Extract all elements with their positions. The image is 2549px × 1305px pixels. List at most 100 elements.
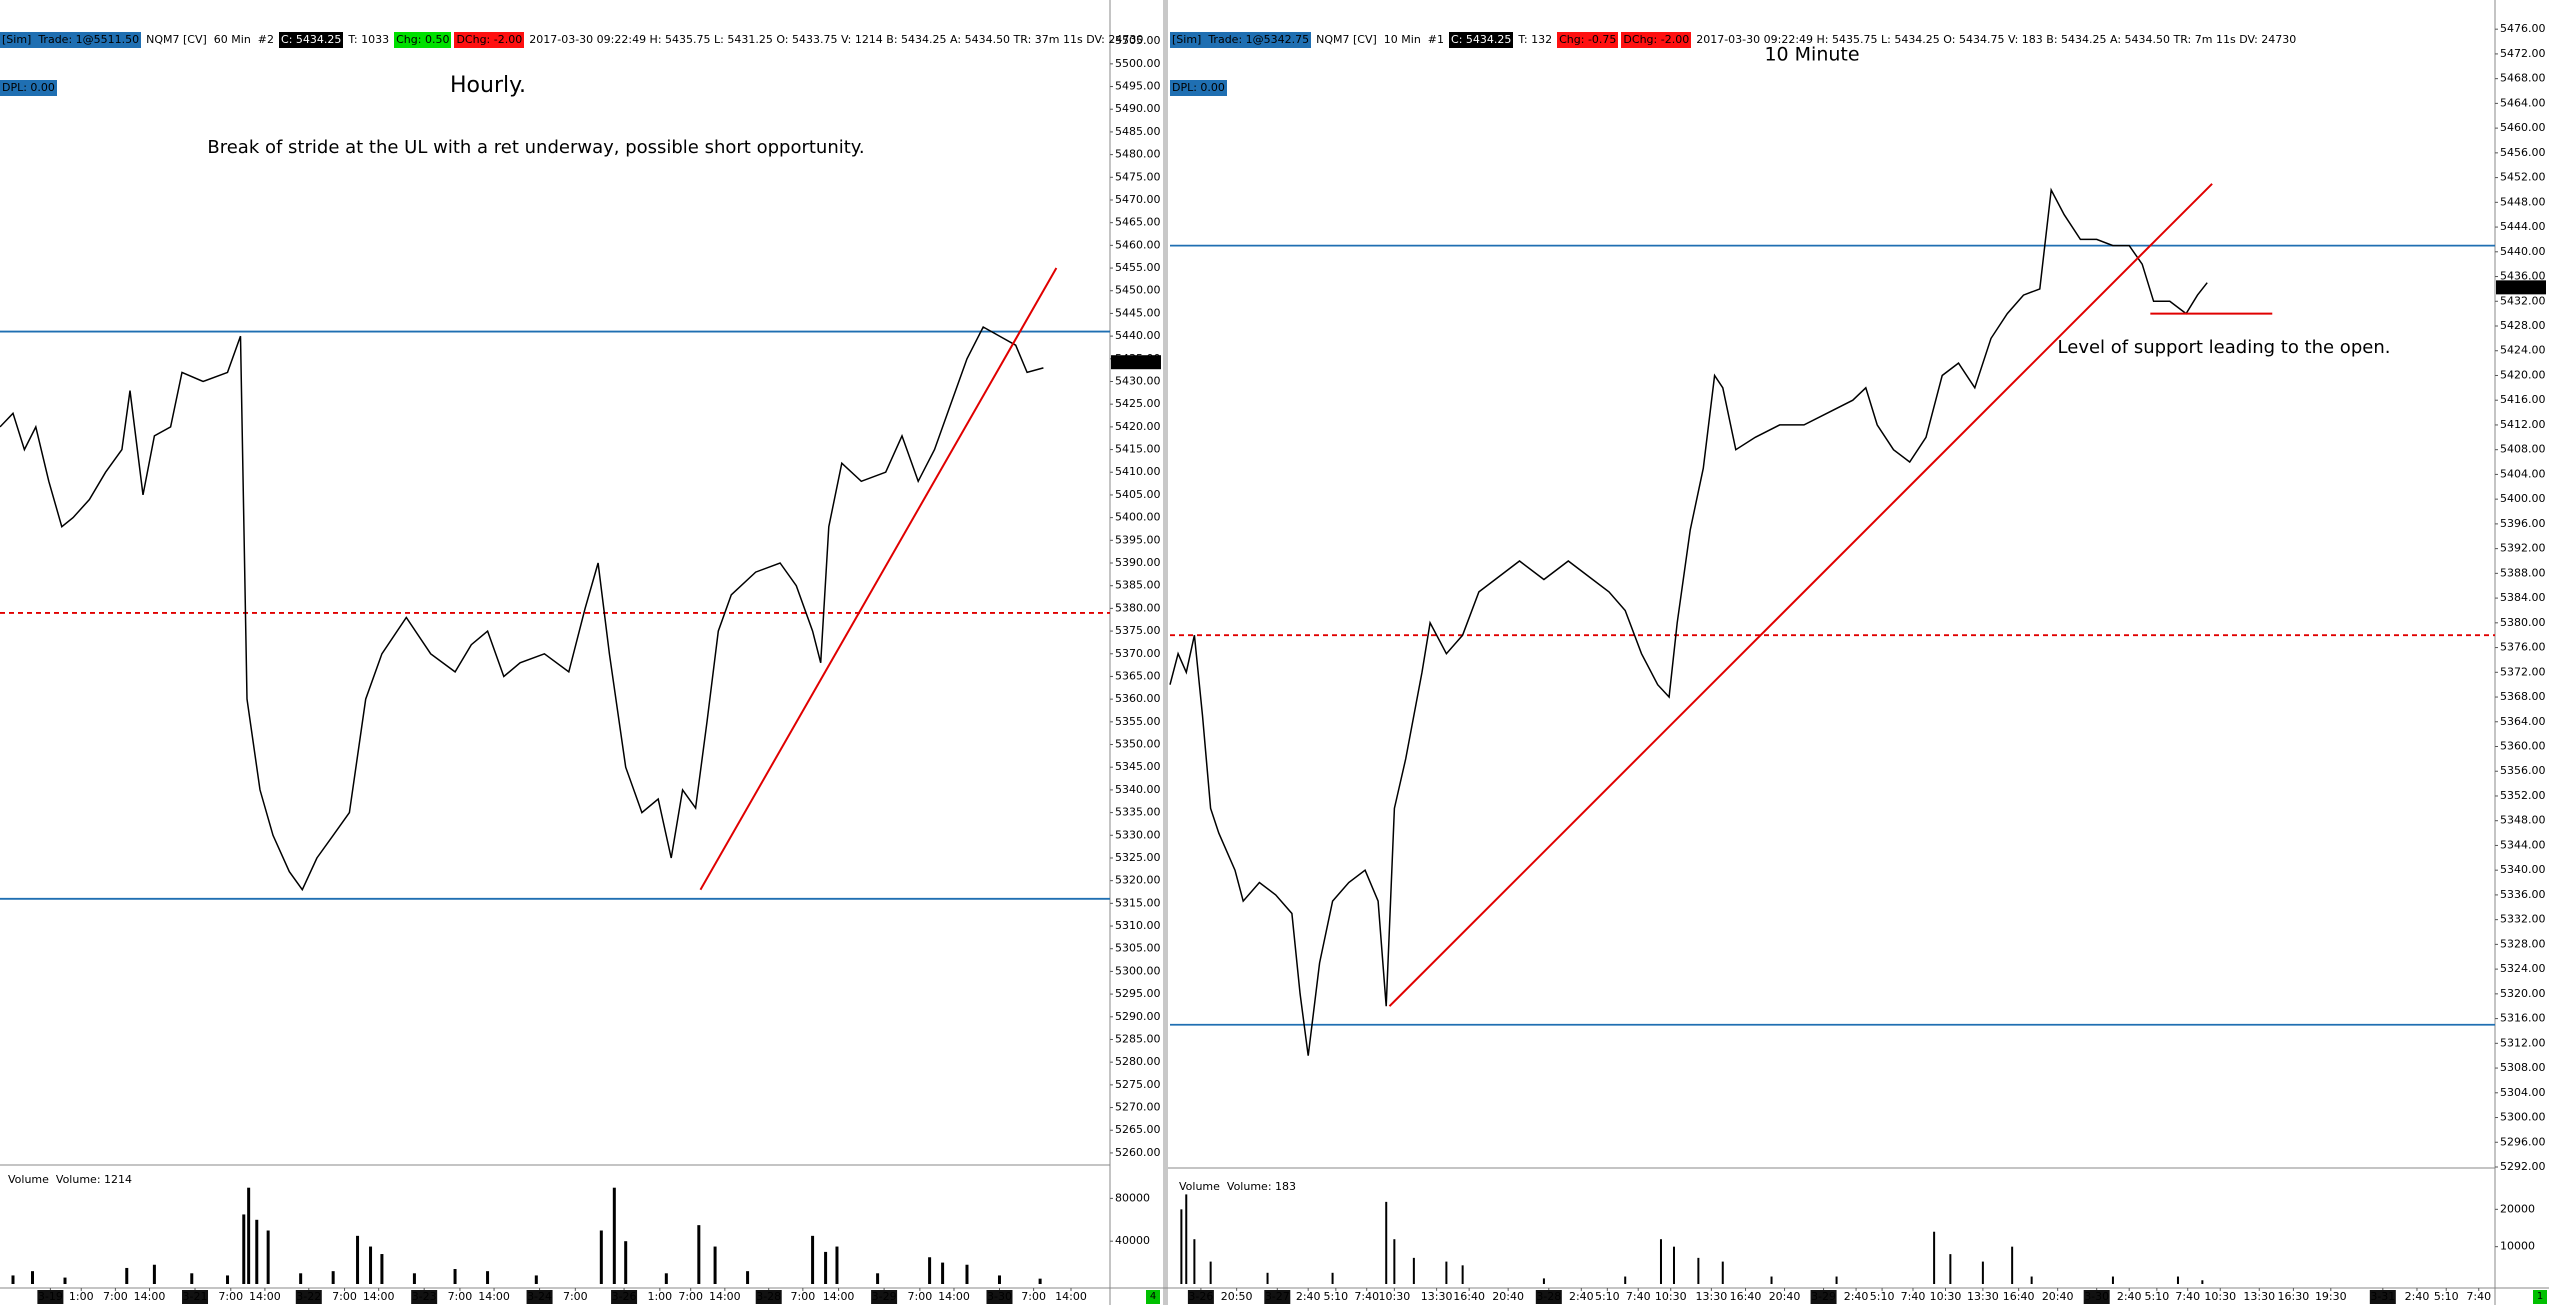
y-tick-label: 5440.00 [1115, 329, 1161, 342]
volume-bar [63, 1277, 67, 1284]
x-tick-label: 16:30 [2278, 1290, 2310, 1303]
x-tick-label: 16:40 [2003, 1290, 2035, 1303]
volume-bar [1445, 1261, 1448, 1284]
x-tick-label: 7:00 [908, 1290, 933, 1303]
y-tick-label: 5320.00 [2500, 987, 2546, 1000]
y-tick-label: 5328.00 [2500, 937, 2546, 950]
y-tick-label: 5365.00 [1115, 669, 1161, 682]
y-tick-label: 5420.00 [2500, 368, 2546, 381]
x-tick-label: 3-28 [1536, 1290, 1561, 1303]
x-tick-label: 14:00 [478, 1290, 510, 1303]
x-tick-label: 7:40 [2466, 1290, 2491, 1303]
y-tick-label: 5384.00 [2500, 591, 2546, 604]
x-tick-label: 7:40 [1901, 1290, 1926, 1303]
volume-bar [612, 1187, 616, 1284]
close: C: 5434.25 [1449, 32, 1514, 48]
y-tick-label: 5372.00 [2500, 665, 2546, 678]
volume-bar [1180, 1209, 1183, 1284]
volume-bar [486, 1271, 490, 1284]
x-tick-label: 20:40 [2042, 1290, 2074, 1303]
y-tick-label: 5420.00 [1115, 420, 1161, 433]
x-tick-label: 13:30 [1421, 1290, 1453, 1303]
y-tick-label: 5360.00 [2500, 740, 2546, 753]
x-tick-label: 10:30 [2204, 1290, 2236, 1303]
corner-tag: 4 [1146, 1290, 1160, 1304]
y-tick-label: 5400.00 [2500, 492, 2546, 505]
x-tick-label: 20:40 [1492, 1290, 1524, 1303]
y-tick-label: 5490.00 [1115, 102, 1161, 115]
y-tick-label: 5405.00 [1115, 488, 1161, 501]
y-tick-label: 5340.00 [2500, 863, 2546, 876]
sim-trade: [Sim] Trade: 1@5342.75 [1170, 32, 1312, 48]
info: 2017-03-30 09:22:49 H: 5435.75 L: 5434.2… [1696, 33, 2297, 46]
volume-bar [2030, 1276, 2033, 1284]
chart-title: Volume Volume: 183 [1179, 1180, 1296, 1193]
x-tick-label: 3-28 [756, 1290, 781, 1303]
volume-bar [2111, 1276, 2114, 1284]
right-header: [Sim] Trade: 1@5342.75 NQM7 [CV] 10 Min #… [1170, 0, 2301, 96]
volume-bar [152, 1264, 156, 1284]
y-tick-label: 5350.00 [1115, 738, 1161, 751]
volume-bar [876, 1273, 880, 1284]
x-tick-label: 3-30 [987, 1290, 1012, 1303]
volume-bar [1185, 1194, 1188, 1284]
volume-bar [664, 1273, 668, 1284]
volume-bar [1981, 1261, 1984, 1284]
y-tick-label: 5436.00 [2500, 270, 2546, 283]
volume-bar [453, 1269, 457, 1284]
y-tick-label: 5292.00 [2500, 1160, 2546, 1173]
y-tick-label: 5452.00 [2500, 171, 2546, 184]
x-tick-label: 3-24 [527, 1290, 552, 1303]
y-tick-label: 5472.00 [2500, 47, 2546, 60]
volume-bar [835, 1246, 839, 1284]
volume-bar [941, 1262, 945, 1284]
y-tick-label: 5460.00 [1115, 238, 1161, 251]
volume-bar [255, 1219, 259, 1284]
volume-bar [1193, 1239, 1196, 1284]
left-axis-area [1110, 0, 1163, 1305]
volume-bar [1835, 1276, 1838, 1284]
volume-bar [125, 1267, 129, 1284]
dpl: DPL: 0.00 [0, 80, 57, 96]
volume-bar [1412, 1257, 1415, 1284]
y-tick-label: 5300.00 [1115, 964, 1161, 977]
x-tick-label: 20:40 [1769, 1290, 1801, 1303]
x-tick-label: 20:50 [1221, 1290, 1253, 1303]
y-tick-label: 20000 [2500, 1202, 2535, 1215]
last-price-box [2496, 280, 2546, 295]
y-tick-label: 5445.00 [1115, 306, 1161, 319]
x-tick-label: 5:10 [2434, 1290, 2459, 1303]
y-tick-label: 5344.00 [2500, 838, 2546, 851]
y-tick-label: 5464.00 [2500, 96, 2546, 109]
volume-bar [1385, 1201, 1388, 1284]
y-tick-label: 10000 [2500, 1240, 2535, 1253]
y-tick-label: 5428.00 [2500, 319, 2546, 332]
y-tick-label: 5352.00 [2500, 789, 2546, 802]
x-tick-label: 7:00 [332, 1290, 357, 1303]
volume-bar [331, 1271, 335, 1284]
volume-bar [2201, 1280, 2204, 1284]
x-tick-label: 7:40 [2175, 1290, 2200, 1303]
y-tick-label: 5300.00 [2500, 1111, 2546, 1124]
date-box [411, 1290, 438, 1304]
y-tick-label: 5392.00 [2500, 542, 2546, 555]
x-tick-label: 3-29 [872, 1290, 897, 1303]
x-tick-label: 16:40 [1730, 1290, 1762, 1303]
corner-tag: 1 [2533, 1290, 2547, 1304]
x-tick-label: 19:30 [2315, 1290, 2347, 1303]
y-tick-label: 5424.00 [2500, 344, 2546, 357]
y-tick-label: 5408.00 [2500, 443, 2546, 456]
volume-bar [697, 1225, 701, 1284]
y-tick-label: 5380.00 [2500, 616, 2546, 629]
y-tick-label: 5330.00 [1115, 828, 1161, 841]
y-tick-label: 5460.00 [2500, 121, 2546, 134]
y-tick-label: 5360.00 [1115, 692, 1161, 705]
day-change: DChg: -2.00 [454, 32, 525, 48]
x-tick-label: 7:00 [678, 1290, 703, 1303]
volume-bar [1461, 1265, 1464, 1284]
x-tick-label: 3-27 [1265, 1290, 1290, 1303]
y-tick-label: 40000 [1115, 1234, 1150, 1247]
x-tick-label: 1:00 [647, 1290, 672, 1303]
volume-bar [226, 1275, 230, 1284]
x-tick-label: 13:30 [2243, 1290, 2275, 1303]
